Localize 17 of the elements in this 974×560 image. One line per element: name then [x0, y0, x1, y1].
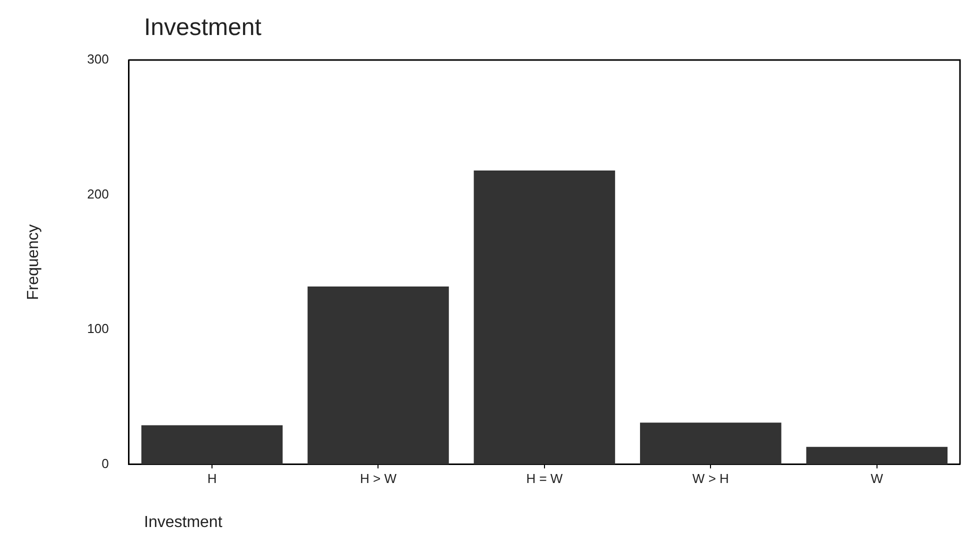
- bar: [640, 422, 782, 464]
- x-tick-label: H = W: [526, 470, 564, 486]
- x-tick-label: H > W: [360, 470, 398, 486]
- y-tick-label: 300: [87, 52, 109, 67]
- bar: [308, 286, 449, 464]
- x-tick-label: W > H: [692, 470, 729, 486]
- chart-title: Investment: [144, 14, 262, 42]
- y-tick-label: 0: [102, 456, 109, 471]
- x-tick-label: W: [870, 470, 884, 486]
- bar: [806, 446, 948, 464]
- y-tick-label: 100: [87, 321, 109, 336]
- bar: [141, 425, 283, 464]
- y-axis-title: Frequency: [25, 224, 42, 300]
- x-tick-label: H: [207, 470, 217, 486]
- y-tick-label: 200: [87, 186, 109, 202]
- bar: [474, 170, 616, 464]
- x-axis-title: Investment: [144, 514, 222, 532]
